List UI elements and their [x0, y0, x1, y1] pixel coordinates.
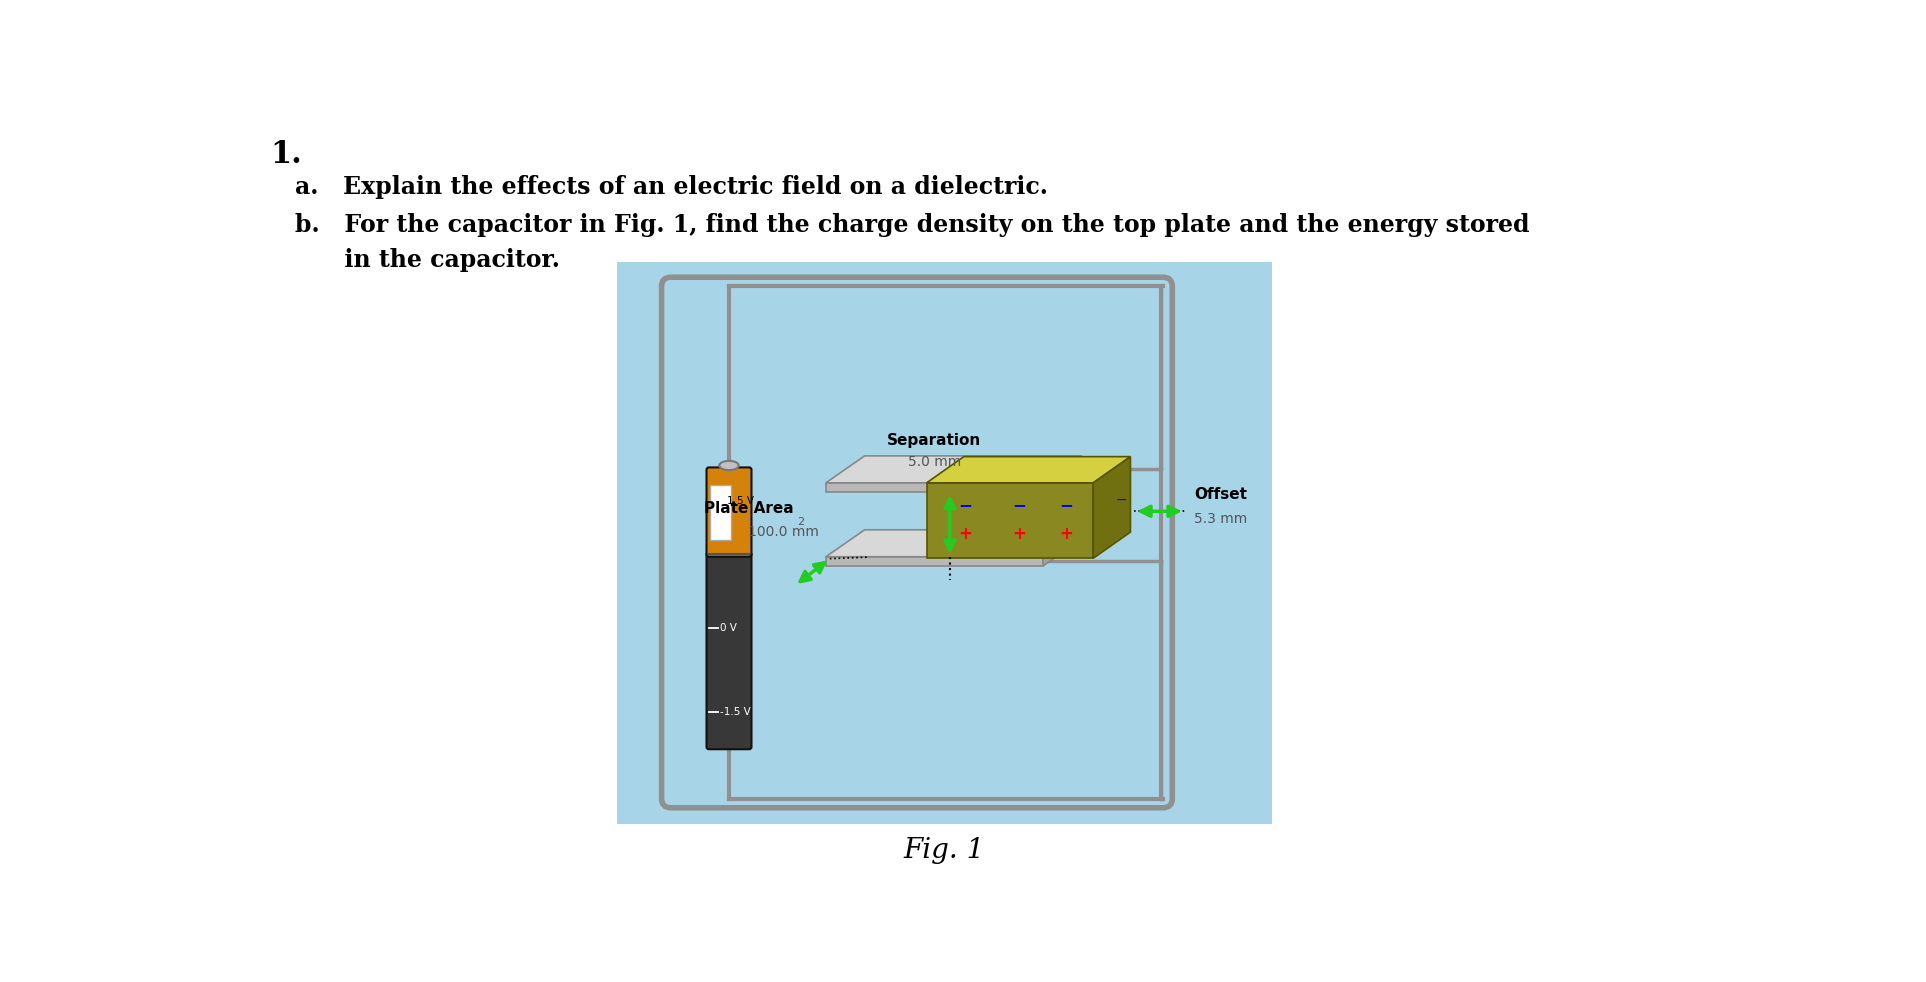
- Text: 1.5 V: 1.5 V: [726, 496, 753, 506]
- Text: +: +: [1059, 525, 1073, 543]
- Text: a.   Explain the effects of an electric field on a dielectric.: a. Explain the effects of an electric fi…: [295, 175, 1048, 198]
- Text: −: −: [1059, 496, 1073, 515]
- Text: 2: 2: [797, 517, 805, 526]
- Text: Plate Area: Plate Area: [703, 501, 794, 517]
- Polygon shape: [926, 457, 1131, 483]
- Polygon shape: [826, 557, 1042, 566]
- Polygon shape: [1042, 456, 1082, 492]
- Text: 0 V: 0 V: [720, 623, 736, 632]
- Polygon shape: [826, 530, 1082, 557]
- Text: Separation: Separation: [888, 433, 982, 448]
- FancyBboxPatch shape: [707, 467, 751, 557]
- Text: +: +: [1013, 525, 1027, 543]
- Text: -1.5 V: -1.5 V: [720, 707, 751, 717]
- Text: Offset: Offset: [1194, 487, 1246, 502]
- Text: Fig. 1: Fig. 1: [903, 838, 984, 864]
- Polygon shape: [926, 483, 1094, 559]
- FancyBboxPatch shape: [707, 552, 751, 749]
- Bar: [616, 262, 1271, 824]
- Text: b.   For the capacitor in Fig. 1, find the charge density on the top plate and t: b. For the capacitor in Fig. 1, find the…: [295, 213, 1529, 238]
- Text: −: −: [1013, 496, 1027, 515]
- Ellipse shape: [718, 461, 740, 470]
- Polygon shape: [1094, 457, 1131, 559]
- Text: −: −: [1115, 493, 1127, 507]
- Text: 1.: 1.: [270, 138, 302, 170]
- Polygon shape: [826, 456, 1082, 483]
- FancyBboxPatch shape: [711, 484, 730, 539]
- Polygon shape: [1042, 530, 1082, 566]
- Polygon shape: [826, 483, 1042, 492]
- Text: −: −: [959, 496, 973, 515]
- Text: 100.0 mm: 100.0 mm: [749, 524, 819, 539]
- Text: 5.0 mm: 5.0 mm: [907, 455, 961, 469]
- Text: 5.3 mm: 5.3 mm: [1194, 512, 1248, 526]
- Text: in the capacitor.: in the capacitor.: [295, 248, 560, 272]
- Text: +: +: [959, 525, 973, 543]
